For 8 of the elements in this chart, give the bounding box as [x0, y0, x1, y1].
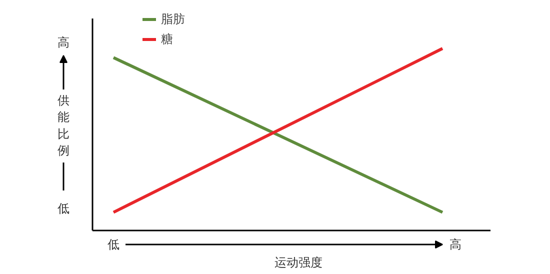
text: 低 — [58, 202, 70, 216]
legend-label: 脂肪 — [161, 10, 185, 28]
text: 高 — [450, 238, 462, 252]
y-axis-title: 供能比例 — [58, 93, 70, 158]
text: 高 — [58, 36, 70, 50]
x-axis-title: 运动强度 — [274, 256, 322, 270]
text: 低 — [108, 238, 120, 252]
legend-label: 糖 — [161, 30, 174, 48]
